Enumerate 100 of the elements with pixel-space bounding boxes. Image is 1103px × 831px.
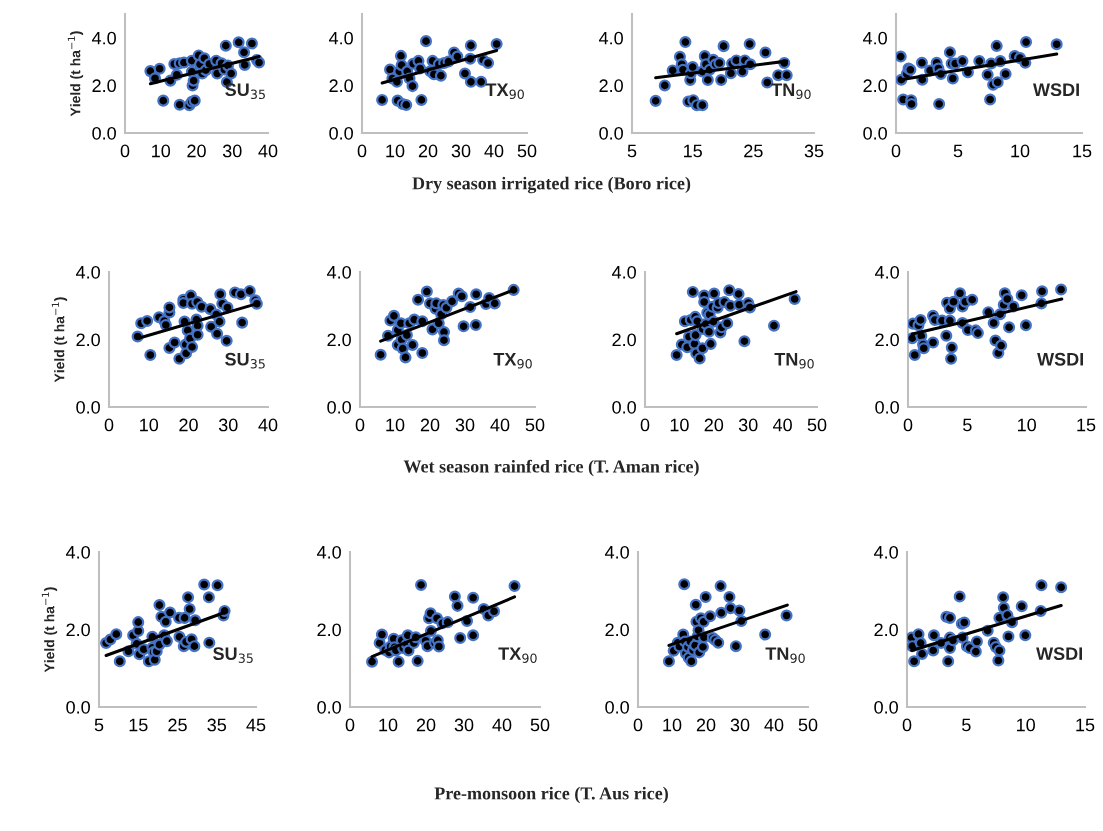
x-tick-label: 25	[744, 144, 763, 158]
x-tick-label: 20	[696, 718, 716, 732]
y-tick-label: 2.0	[612, 333, 636, 347]
annotation: WSDI	[1036, 647, 1083, 661]
x-tick-label: 40	[492, 718, 512, 732]
y-tick-label: 4.0	[91, 31, 116, 45]
x-tick-label: 0	[903, 418, 913, 432]
x-tick-label: 30	[738, 418, 758, 432]
annotation: TN$_{90}$	[774, 353, 814, 369]
x-tick-label: 5	[963, 418, 972, 432]
y-tick-label: 0.0	[612, 400, 636, 414]
x-tick-label: 20	[416, 718, 436, 732]
x-tick-label: 0	[902, 718, 912, 732]
x-tick-label: 10	[1017, 718, 1035, 732]
x-tick-label: 10	[386, 418, 405, 432]
x-tick-label: 15	[1077, 418, 1096, 432]
x-tick-label: 20	[420, 418, 440, 432]
y-tick-label: 0.0	[329, 126, 353, 140]
x-tick-label: 10	[663, 718, 682, 732]
y-axis-title: Yield (t ha$^{−1}$)	[41, 587, 58, 673]
x-tick-label: 25	[168, 718, 187, 732]
y-tick-label: 4.0	[316, 545, 341, 559]
x-tick-label: 10	[152, 144, 171, 158]
x-tick-label: 30	[730, 718, 750, 732]
y-tick-label: 0.0	[599, 126, 623, 140]
y-axis-title: Yield (t ha$^{−1}$)	[51, 297, 68, 383]
x-tick-label: 5	[962, 718, 971, 732]
x-tick-label: 50	[517, 144, 537, 158]
y-tick-label: 2.0	[874, 623, 898, 637]
x-tick-label: 15	[129, 718, 148, 732]
y-tick-label: 0.0	[66, 700, 90, 714]
annotation: SU$_{35}$	[213, 647, 253, 663]
x-tick-label: 30	[451, 144, 471, 158]
x-tick-label: 10	[1018, 418, 1036, 432]
x-tick-label: 50	[530, 718, 550, 732]
annotation: TN$_{90}$	[765, 647, 805, 663]
y-tick-label: 4.0	[75, 265, 100, 279]
annotation: TX$_{90}$	[493, 353, 532, 369]
x-tick-label: 0	[357, 144, 367, 158]
x-tick-label: 0	[120, 144, 130, 158]
y-tick-label: 0.0	[327, 400, 351, 414]
y-tick-label: 4.0	[874, 265, 899, 279]
x-tick-label: 20	[187, 144, 206, 158]
y-tick-label: 4.0	[65, 545, 90, 559]
annotation: TX$_{90}$	[498, 647, 537, 663]
annotation: SU$_{35}$	[225, 83, 265, 100]
y-tick-label: 0.0	[863, 126, 887, 140]
x-tick-label: 30	[454, 718, 474, 732]
x-tick-label: 10	[670, 418, 689, 432]
x-tick-label: 30	[218, 418, 238, 432]
text: Dry season irrigated rice (Boro rice)	[412, 176, 691, 194]
x-tick-label: 50	[525, 418, 545, 432]
y-tick-label: 2.0	[92, 79, 116, 93]
x-tick-label: 50	[807, 418, 827, 432]
text: Wet season rainfed rice (T. Aman rice)	[403, 459, 699, 477]
y-tick-label: 0.0	[76, 400, 100, 414]
y-tick-label: 2.0	[599, 79, 623, 93]
x-tick-label: 0	[640, 418, 650, 432]
x-tick-label: 10	[379, 718, 398, 732]
x-tick-label: 5	[94, 718, 104, 732]
y-tick-label: 0.0	[875, 400, 899, 414]
y-tick-label: 2.0	[329, 79, 353, 93]
x-tick-label: 10	[140, 418, 159, 432]
y-tick-label: 2.0	[76, 333, 100, 347]
annotation: TN$_{90}$	[771, 83, 811, 100]
x-tick-label: 20	[704, 418, 724, 432]
y-tick-label: 4.0	[604, 545, 629, 559]
annotation: WSDI	[1037, 352, 1084, 366]
x-tick-label: 50	[798, 718, 818, 732]
x-tick-label: 40	[764, 718, 784, 732]
y-tick-label: 2.0	[317, 623, 341, 637]
y-tick-label: 0.0	[317, 700, 341, 714]
annotation: WSDI	[1033, 83, 1079, 97]
y-tick-label: 2.0	[875, 333, 899, 347]
x-tick-label: 15	[684, 144, 702, 158]
y-tick-label: 2.0	[327, 333, 351, 347]
y-tick-label: 2.0	[66, 623, 90, 637]
annotation: TX$_{90}$	[485, 83, 524, 100]
x-tick-label: 20	[418, 144, 438, 158]
x-tick-label: 40	[484, 144, 504, 158]
y-tick-label: 0.0	[874, 700, 898, 714]
x-tick-label: 0	[345, 718, 355, 732]
x-tick-label: 10	[1011, 144, 1030, 158]
x-tick-label: 0	[355, 418, 365, 432]
x-tick-label: 5	[627, 144, 637, 158]
x-tick-label: 5	[953, 144, 963, 158]
x-tick-label: 0	[104, 418, 114, 432]
annotation: SU$_{35}$	[225, 352, 265, 369]
y-tick-label: 0.0	[92, 126, 116, 140]
x-tick-label: 35	[804, 144, 824, 158]
x-tick-label: 20	[179, 418, 198, 432]
x-tick-label: 35	[207, 718, 227, 732]
x-tick-label: 40	[258, 144, 278, 158]
y-tick-label: 4.0	[873, 545, 898, 559]
y-tick-label: 2.0	[863, 79, 887, 93]
x-tick-label: 10	[386, 144, 405, 158]
y-tick-label: 4.0	[611, 265, 636, 279]
y-tick-label: 0.0	[605, 700, 629, 714]
y-tick-label: 2.0	[605, 623, 629, 637]
x-tick-label: 30	[455, 418, 475, 432]
